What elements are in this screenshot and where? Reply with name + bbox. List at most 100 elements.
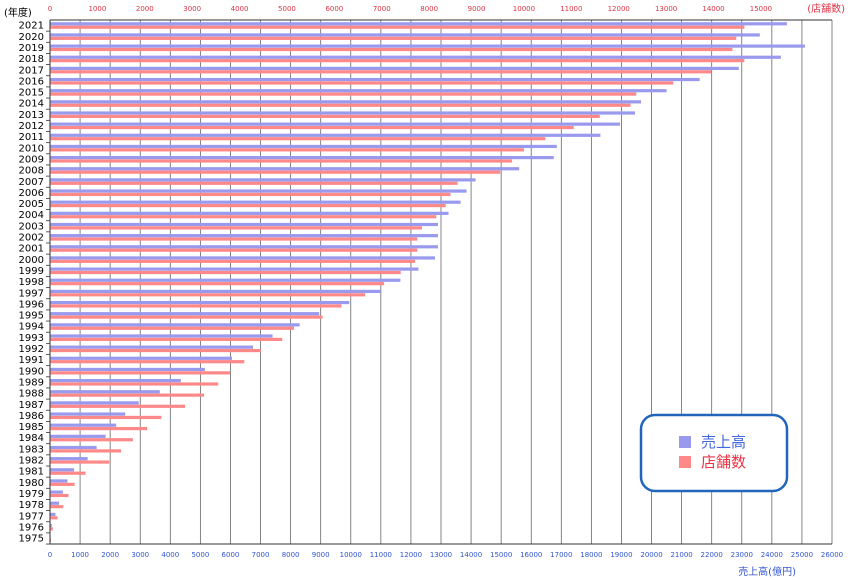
x2-tick-label: 4000 — [231, 5, 249, 13]
year-tick-label: 2010 — [19, 143, 44, 154]
year-tick-label: 1975 — [19, 534, 44, 545]
bar-stores — [50, 427, 148, 431]
year-tick-label: 1996 — [19, 299, 44, 310]
bar-sales — [50, 144, 557, 149]
bar-sales — [50, 490, 63, 494]
x2-tick-label: 9000 — [468, 5, 486, 13]
year-tick-label: 2021 — [19, 21, 44, 32]
x2-tick-label: 15000 — [750, 5, 772, 13]
bar-sales — [50, 323, 300, 327]
bar-sales — [50, 289, 381, 293]
bar-stores — [50, 170, 501, 174]
year-tick-label: 1981 — [19, 467, 44, 478]
bottom-axis-ticks: 0 1000 2000 3000 4000 5000 6000 7000 8000 9000 100… — [48, 551, 843, 559]
bar-stores — [50, 371, 231, 375]
bar-sales — [50, 133, 601, 137]
bar-sales — [50, 356, 232, 360]
bar-sales — [50, 390, 160, 394]
x2-tick-label: 3000 — [183, 5, 201, 13]
x2-tick-label: 13000 — [655, 5, 677, 13]
bar-stores — [50, 125, 574, 130]
bar-sales — [50, 66, 739, 70]
bar-sales — [50, 479, 68, 483]
x-tick-label: 15000 — [490, 551, 512, 559]
year-tick-label: 2003 — [19, 221, 44, 232]
bar-stores — [50, 315, 323, 319]
bar-stores — [50, 204, 446, 208]
year-tick-label: 2013 — [19, 110, 44, 121]
bars — [50, 22, 805, 542]
year-axis-ticks: 2021202020192018201720162015201420132012… — [19, 21, 44, 545]
bar-stores — [50, 237, 418, 241]
year-tick-label: 1992 — [19, 344, 44, 355]
bar-stores — [50, 449, 122, 453]
bar-stores — [50, 270, 401, 275]
year-tick-label: 1985 — [19, 422, 44, 433]
bar-stores — [50, 137, 546, 141]
bar-stores — [50, 393, 205, 397]
x-tick-label: 22000 — [701, 551, 723, 559]
bar-stores — [50, 382, 219, 386]
year-tick-label: 1990 — [19, 366, 44, 377]
year-tick-label: 2018 — [19, 54, 44, 65]
x-tick-label: 20000 — [640, 551, 662, 559]
bar-sales — [50, 434, 106, 438]
bar-sales — [50, 312, 320, 316]
bar-sales — [50, 100, 642, 104]
year-tick-label: 2001 — [19, 244, 44, 255]
bar-stores — [50, 92, 637, 96]
bar-stores — [50, 159, 513, 163]
bar-stores — [50, 282, 385, 286]
bar-sales — [50, 89, 667, 93]
x-tick-label: 18000 — [580, 551, 602, 559]
bar-sales — [50, 111, 635, 115]
x-tick-label: 26000 — [821, 551, 843, 559]
year-tick-label: 1982 — [19, 456, 44, 467]
legend-box — [639, 413, 789, 493]
x2-tick-label: 6000 — [325, 5, 343, 13]
bar-sales — [50, 55, 781, 59]
bar-stores — [50, 527, 53, 531]
bar-sales — [50, 278, 401, 282]
bar-stores — [50, 114, 600, 118]
year-tick-label: 2017 — [19, 65, 44, 76]
bar-sales — [50, 167, 520, 171]
axes — [46, 19, 832, 545]
year-tick-label: 1977 — [19, 511, 44, 522]
bar-sales — [50, 445, 97, 450]
bar-stores — [50, 482, 75, 486]
x-tick-label: 19000 — [610, 551, 632, 559]
bar-stores — [50, 360, 245, 364]
year-tick-label: 1979 — [19, 489, 44, 500]
year-tick-label: 2004 — [19, 210, 44, 221]
year-tick-label: 1994 — [19, 322, 44, 333]
x2-tick-label: 12000 — [608, 5, 630, 13]
bar-sales — [50, 267, 419, 271]
bar-stores — [50, 505, 64, 509]
bar-sales — [50, 423, 117, 427]
year-tick-label: 2012 — [19, 121, 44, 132]
x-tick-label: 9000 — [312, 551, 330, 559]
x-tick-label: 1000 — [71, 551, 89, 559]
year-tick-label: 1986 — [19, 411, 44, 422]
x2-tick-label: 7000 — [373, 5, 391, 13]
x-tick-label: 10000 — [340, 551, 362, 559]
bar-sales — [50, 234, 438, 238]
bar-stores — [50, 70, 712, 74]
bar-sales — [50, 222, 438, 227]
x-tick-label: 8000 — [282, 551, 300, 559]
year-tick-label: 1987 — [19, 400, 44, 411]
year-tick-label: 1980 — [19, 478, 44, 489]
bar-sales — [50, 468, 75, 472]
bar-sales — [50, 178, 476, 182]
legend-swatch-sales — [679, 436, 691, 448]
x2-tick-label: 10000 — [513, 5, 535, 13]
year-tick-label: 1995 — [19, 311, 44, 322]
x2-tick-label: 1000 — [88, 5, 106, 13]
x-tick-label: 17000 — [550, 551, 572, 559]
bar-sales — [50, 256, 435, 260]
bar-stores — [50, 36, 737, 40]
bar-stores — [50, 460, 110, 464]
bar-stores — [50, 516, 58, 520]
